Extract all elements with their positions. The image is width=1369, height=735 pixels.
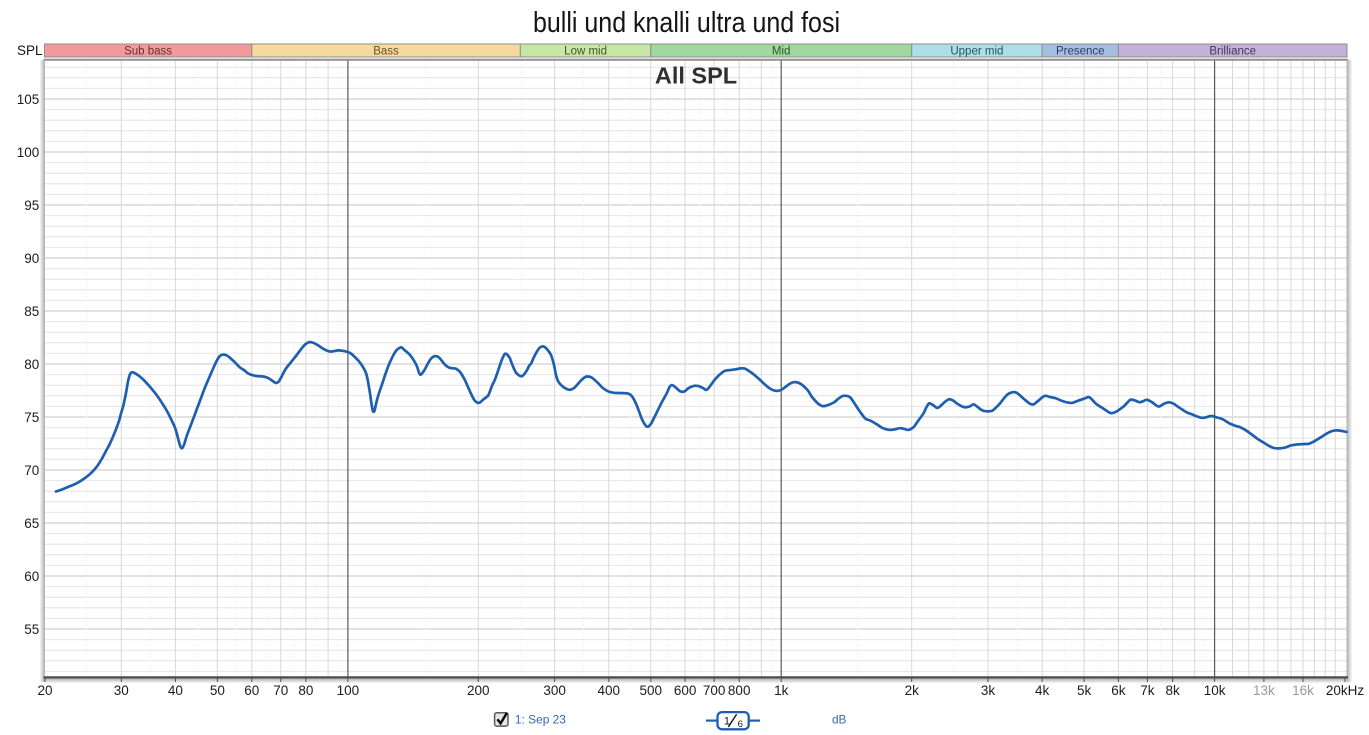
svg-text:20kHz: 20kHz (1326, 683, 1365, 698)
svg-text:600: 600 (674, 683, 697, 698)
svg-text:SPL: SPL (17, 43, 43, 58)
svg-text:2k: 2k (905, 683, 920, 698)
svg-text:70: 70 (273, 683, 288, 698)
svg-text:Sub bass: Sub bass (124, 46, 172, 58)
svg-text:105: 105 (17, 92, 40, 107)
svg-text:55: 55 (24, 622, 39, 637)
svg-text:700: 700 (703, 683, 726, 698)
svg-text:200: 200 (467, 683, 490, 698)
svg-text:30: 30 (114, 683, 129, 698)
svg-text:Brilliance: Brilliance (1209, 46, 1256, 58)
svg-text:60: 60 (24, 569, 39, 584)
svg-text:100: 100 (337, 683, 360, 698)
svg-text:85: 85 (24, 304, 39, 319)
svg-text:3k: 3k (981, 683, 996, 698)
svg-text:40: 40 (168, 683, 183, 698)
svg-text:75: 75 (24, 410, 39, 425)
svg-text:100: 100 (17, 145, 40, 160)
svg-text:All SPL: All SPL (655, 63, 737, 89)
svg-text:90: 90 (24, 251, 39, 266)
svg-text:Upper mid: Upper mid (950, 46, 1003, 58)
svg-text:Bass: Bass (373, 46, 399, 58)
svg-text:1: Sep 23: 1: Sep 23 (515, 713, 566, 727)
svg-text:20: 20 (37, 683, 52, 698)
svg-text:7k: 7k (1140, 683, 1155, 698)
svg-text:300: 300 (543, 683, 566, 698)
svg-text:bulli und knalli ultra und fos: bulli und knalli ultra und fosi (533, 7, 840, 39)
svg-text:1: 1 (724, 716, 730, 728)
svg-text:Low mid: Low mid (564, 46, 607, 58)
svg-text:Mid: Mid (772, 46, 791, 58)
svg-text:95: 95 (24, 198, 39, 213)
svg-text:Presence: Presence (1056, 46, 1105, 58)
svg-text:800: 800 (728, 683, 751, 698)
svg-text:1k: 1k (774, 683, 789, 698)
svg-text:400: 400 (598, 683, 621, 698)
svg-text:13k: 13k (1253, 683, 1275, 698)
svg-text:dB: dB (832, 713, 847, 727)
svg-text:5k: 5k (1077, 683, 1092, 698)
svg-text:50: 50 (210, 683, 225, 698)
svg-text:80: 80 (298, 683, 313, 698)
svg-text:8k: 8k (1165, 683, 1180, 698)
svg-text:60: 60 (244, 683, 259, 698)
svg-text:4k: 4k (1035, 683, 1050, 698)
svg-text:70: 70 (24, 463, 39, 478)
svg-text:10k: 10k (1204, 683, 1226, 698)
svg-text:6k: 6k (1111, 683, 1126, 698)
svg-text:500: 500 (640, 683, 663, 698)
svg-text:80: 80 (24, 357, 39, 372)
svg-text:6: 6 (738, 719, 743, 730)
svg-text:65: 65 (24, 516, 39, 531)
svg-text:16k: 16k (1292, 683, 1314, 698)
